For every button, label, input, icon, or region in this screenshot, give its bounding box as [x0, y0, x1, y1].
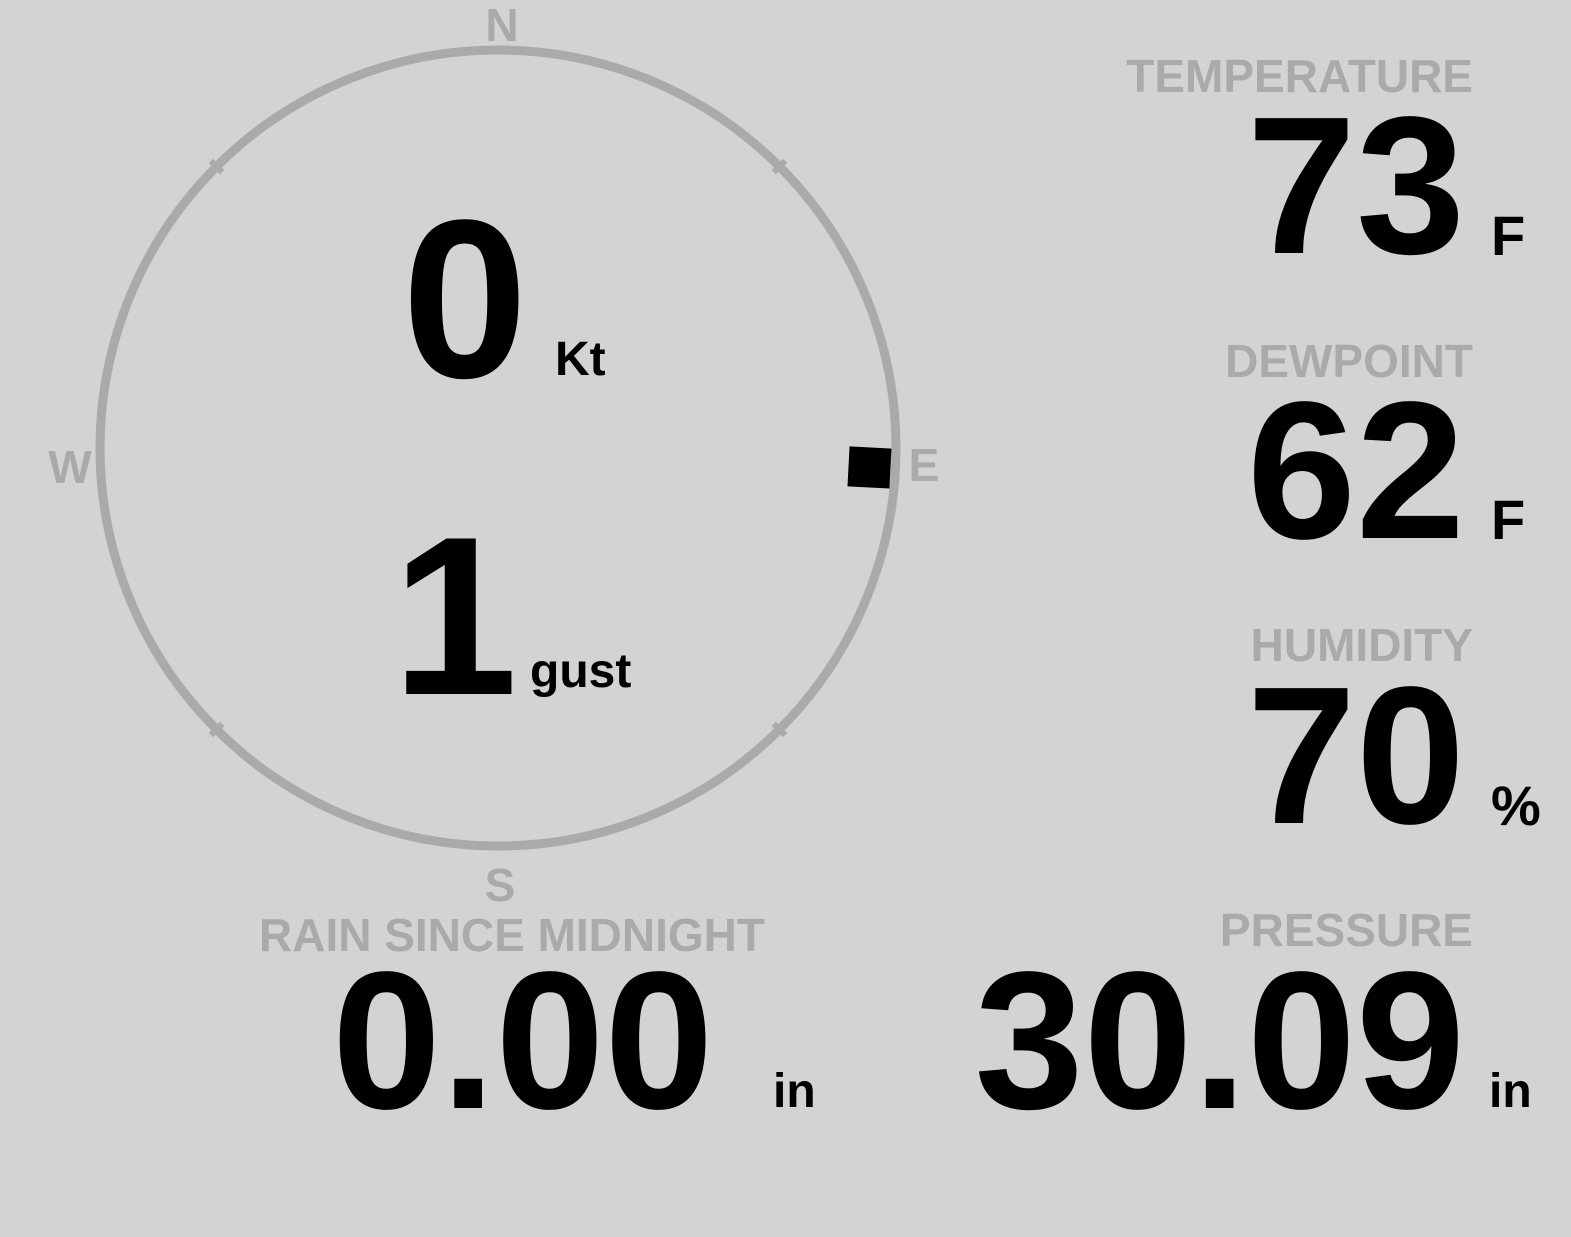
compass-north: N — [485, 0, 519, 51]
humidity-unit: % — [1491, 774, 1541, 837]
compass-tick — [771, 158, 788, 175]
wind-gust-unit: gust — [530, 645, 632, 698]
pressure-label: PRESSURE — [1219, 904, 1473, 956]
temperature-value: 73 — [1246, 76, 1465, 295]
compass-east: E — [908, 439, 940, 491]
compass-west: W — [48, 441, 92, 493]
dewpoint-unit: F — [1491, 488, 1526, 551]
compass-tick — [208, 721, 225, 738]
wind-gust-value: 1 — [392, 489, 518, 742]
dewpoint-value: 62 — [1246, 361, 1465, 580]
temperature-unit: F — [1491, 204, 1526, 267]
humidity-label: HUMIDITY — [1250, 619, 1473, 671]
compass-dial — [95, 45, 901, 851]
compass-ticks — [208, 158, 788, 738]
pressure-unit: in — [1489, 1065, 1532, 1118]
humidity-value: 70 — [1246, 646, 1465, 865]
compass-tick — [771, 721, 788, 738]
wind-direction-marker — [847, 446, 892, 489]
compass-tick — [208, 158, 225, 175]
compass-ring — [95, 45, 901, 851]
pressure-value: 30.09 — [974, 931, 1465, 1150]
rain-unit: in — [773, 1065, 816, 1118]
rain-label: RAIN SINCE MIDNIGHT — [259, 909, 765, 961]
compass-south: S — [484, 859, 516, 911]
wind-speed-unit: Kt — [555, 333, 606, 386]
temperature-label: TEMPERATURE — [1126, 50, 1473, 102]
dewpoint-label: DEWPOINT — [1225, 335, 1473, 387]
rain-value: 0.00 — [332, 931, 714, 1150]
wind-speed-value: 0 — [402, 172, 528, 425]
